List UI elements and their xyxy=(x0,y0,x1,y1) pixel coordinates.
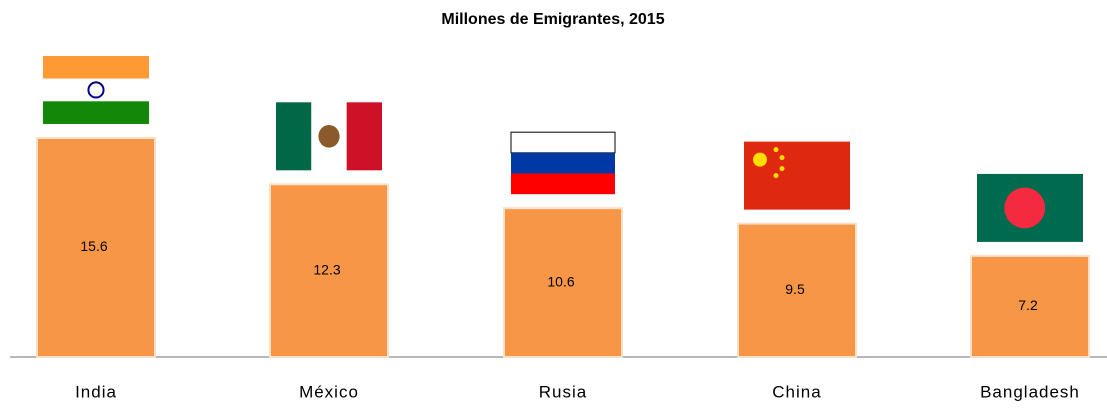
flag xyxy=(43,55,149,124)
flag xyxy=(977,173,1083,242)
value-label: 10.6 xyxy=(547,273,574,289)
x-tick-label: India xyxy=(75,382,117,401)
flag xyxy=(744,141,850,210)
flag-emblem xyxy=(87,81,105,99)
value-label: 15.6 xyxy=(80,238,107,254)
value-label: 12.3 xyxy=(313,261,340,277)
flag-stripe xyxy=(510,131,616,154)
flag-star xyxy=(779,166,785,172)
value-label: 7.2 xyxy=(1018,297,1038,313)
flag-star xyxy=(753,152,767,167)
value-label: 9.5 xyxy=(785,281,805,297)
flag-stripe xyxy=(511,152,615,174)
bar xyxy=(36,136,156,358)
bar xyxy=(503,207,623,358)
flag-stripe xyxy=(43,101,149,124)
flag-stripe xyxy=(511,173,615,195)
flag-stripe xyxy=(276,102,312,171)
chart-title: Millones de Emigrantes, 2015 xyxy=(441,11,664,28)
flag-emblem xyxy=(318,124,340,148)
flag xyxy=(510,131,616,195)
x-tick-label: México xyxy=(299,382,359,401)
flag-stripe xyxy=(346,102,382,171)
x-tick-label: Bangladesh xyxy=(980,382,1080,401)
bar xyxy=(737,222,857,358)
bar xyxy=(970,254,1090,358)
flag-field xyxy=(744,141,850,210)
flag xyxy=(276,102,382,171)
flag-stripe xyxy=(43,55,149,79)
x-tick-label: Rusia xyxy=(539,382,587,401)
flag-star xyxy=(773,173,779,179)
x-tick-label: China xyxy=(772,382,821,401)
flag-star xyxy=(773,147,779,153)
flag-stripe xyxy=(43,78,149,102)
bar xyxy=(269,183,389,358)
flag-star xyxy=(779,155,785,161)
flag-disc xyxy=(1004,187,1046,229)
